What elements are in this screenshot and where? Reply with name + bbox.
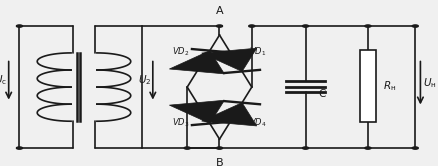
Text: $\mathit{VD}_{4}$: $\mathit{VD}_{4}$ [249,117,266,129]
Text: $\mathit{U}_\mathsf{2}$: $\mathit{U}_\mathsf{2}$ [138,74,152,87]
Polygon shape [201,48,256,71]
Circle shape [364,25,370,27]
Text: $\mathit{VD}_{2}$: $\mathit{VD}_{2}$ [172,45,189,58]
Circle shape [184,147,190,149]
Circle shape [302,147,308,149]
Text: $R_\mathsf{н}$: $R_\mathsf{н}$ [382,79,395,93]
Text: $\mathit{VD}_{3}$: $\mathit{VD}_{3}$ [172,117,189,129]
Circle shape [411,147,417,149]
Text: $\mathit{U}_\mathsf{c}$: $\mathit{U}_\mathsf{c}$ [0,74,7,87]
Text: $\mathit{U}_\mathsf{н}$: $\mathit{U}_\mathsf{н}$ [422,76,436,90]
Circle shape [16,147,22,149]
Circle shape [364,147,370,149]
Circle shape [16,25,22,27]
Polygon shape [169,51,224,74]
Circle shape [302,25,308,27]
Circle shape [216,25,222,27]
FancyBboxPatch shape [359,50,375,122]
Polygon shape [169,100,224,124]
Polygon shape [201,103,256,126]
Text: $\mathit{VD}_{1}$: $\mathit{VD}_{1}$ [249,45,266,58]
Circle shape [411,25,417,27]
Text: B: B [215,158,223,166]
Circle shape [216,147,222,149]
Text: C: C [318,89,325,99]
Circle shape [248,25,254,27]
Text: A: A [215,6,223,16]
